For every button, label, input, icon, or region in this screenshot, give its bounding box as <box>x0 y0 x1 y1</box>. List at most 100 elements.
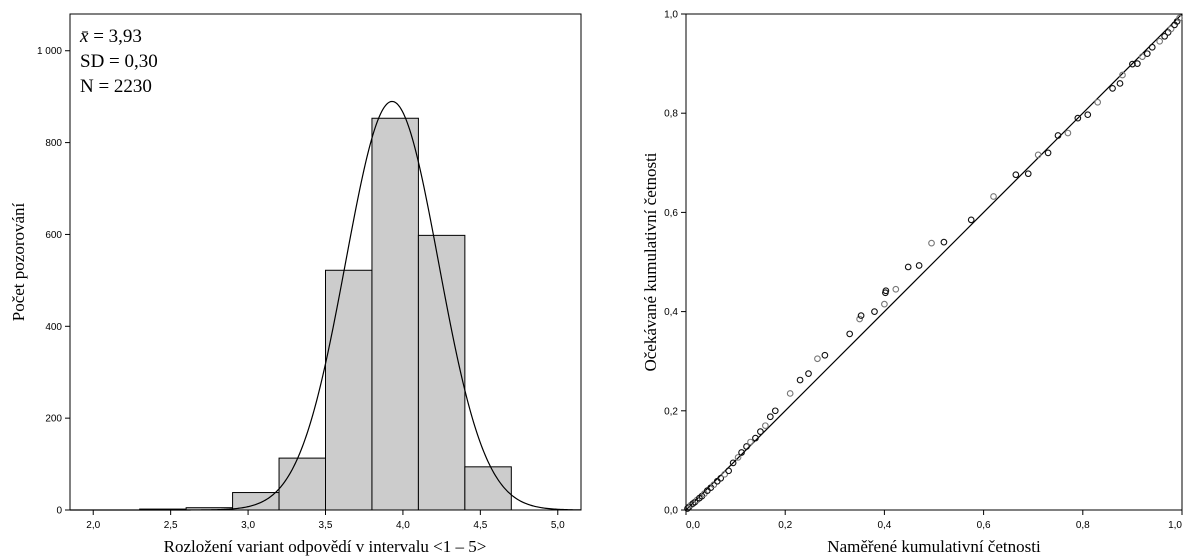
pp-point <box>928 239 935 247</box>
histogram-y-ticks: 0 200 400 600 800 1 000 <box>37 46 70 517</box>
pp-point <box>1109 85 1116 92</box>
pp-point <box>940 238 948 246</box>
pp-point <box>990 193 997 200</box>
histogram-x-tick-label: 5,0 <box>551 520 565 531</box>
histogram-x-tick-label: 3,0 <box>241 520 255 531</box>
pp-point <box>1143 50 1151 58</box>
histogram-x-tick-label: 4,5 <box>473 520 487 531</box>
pp-plot-frame <box>685 13 1183 511</box>
histogram-x-tick-label: 3,5 <box>319 520 333 531</box>
pp-point <box>881 300 888 308</box>
histogram-y-tick-label: 800 <box>45 138 62 149</box>
histogram-x-tick-label: 2,5 <box>164 520 178 531</box>
pp-x-tick-label: 0,4 <box>877 520 891 531</box>
pp-point <box>904 263 912 271</box>
pp-point <box>1064 129 1072 137</box>
pp-x-tick-label: 1,0 <box>1168 520 1182 531</box>
pp-point <box>684 505 691 512</box>
pp-point <box>729 459 737 467</box>
pp-y-axis-title: Očekávané kumulativní četnosti <box>641 152 660 371</box>
histogram-bars <box>139 117 512 511</box>
pp-point <box>1148 43 1156 51</box>
pp-point <box>717 474 725 482</box>
histogram-y-axis-title: Počet pozorování <box>9 202 28 321</box>
pp-point <box>734 454 742 461</box>
pp-reference-line <box>685 13 1183 511</box>
pp-point <box>1116 80 1124 87</box>
pp-point <box>757 428 764 435</box>
pp-point <box>1134 60 1141 67</box>
pp-plot-chart: 0,0 0,2 0,4 0,6 0,8 1,0 0,0 0,2 0,4 0,6 0,8 1,0 Na… <box>641 10 1183 556</box>
pp-point <box>821 351 829 359</box>
pp-point <box>1084 111 1092 119</box>
histogram-bar <box>464 466 512 511</box>
pp-point <box>1156 37 1164 45</box>
pp-x-tick-label: 0,0 <box>686 520 700 531</box>
pp-point <box>762 422 769 430</box>
histogram-x-tick-label: 4,0 <box>396 520 410 531</box>
histogram-y-tick-label: 400 <box>45 322 62 333</box>
pp-points <box>684 14 1183 512</box>
pp-x-tick-label: 0,2 <box>778 520 792 531</box>
pp-y-tick-label: 0,4 <box>664 307 678 318</box>
histogram-annotation-sd: SD = 0,30 <box>80 51 158 72</box>
pp-point <box>710 481 718 489</box>
pp-x-tick-label: 0,8 <box>1076 520 1090 531</box>
pp-point <box>882 287 890 295</box>
pp-point <box>1138 53 1146 61</box>
pp-point <box>725 467 733 475</box>
pp-point <box>915 262 923 269</box>
pp-y-tick-label: 0,0 <box>664 506 678 517</box>
pp-point <box>747 438 754 446</box>
pp-point <box>1054 132 1062 139</box>
pp-point <box>1176 14 1183 22</box>
histogram-bar <box>278 457 326 511</box>
pp-point <box>892 285 900 293</box>
pp-point <box>743 443 750 450</box>
pp-point <box>1034 151 1042 159</box>
pp-point <box>771 407 779 415</box>
pp-point <box>856 315 863 323</box>
pp-point <box>814 355 821 363</box>
histogram-annotation-n: N = 2230 <box>80 76 152 97</box>
pp-point <box>1012 171 1020 179</box>
pp-y-ticks: 0,0 0,2 0,4 0,6 0,8 1,0 <box>664 10 686 517</box>
histogram-y-tick-label: 600 <box>45 230 62 241</box>
histogram-y-tick-label: 1 000 <box>37 46 62 57</box>
mean-symbol: x̄ <box>80 26 89 47</box>
histogram-y-tick-label: 0 <box>56 506 62 517</box>
pp-y-tick-label: 0,6 <box>664 208 678 219</box>
histogram-y-tick-label: 200 <box>45 414 62 425</box>
pp-point <box>1167 25 1175 33</box>
histogram-chart: 2,0 2,5 3,0 3,5 4,0 4,5 5,0 0 200 400 600 800 1 000… <box>9 13 582 556</box>
histogram-bar <box>325 269 373 511</box>
histogram-x-tick-label: 2,0 <box>86 520 100 531</box>
pp-x-ticks: 0,0 0,2 0,4 0,6 0,8 1,0 <box>685 510 1183 531</box>
pp-point <box>685 503 693 511</box>
pp-point <box>1119 71 1126 79</box>
normal-curve <box>70 100 582 511</box>
pp-point <box>786 390 794 397</box>
pp-point <box>1044 149 1052 157</box>
pp-point <box>738 449 745 456</box>
pp-y-tick-label: 1,0 <box>664 10 678 21</box>
histogram-x-axis-title: Rozložení variant odpovědí v intervalu <… <box>164 537 487 556</box>
pp-x-axis-title: Naměřené kumulativní četnosti <box>827 537 1041 556</box>
pp-point <box>691 498 699 506</box>
pp-point <box>752 434 759 442</box>
pp-point <box>1074 114 1082 122</box>
pp-point <box>1024 170 1032 178</box>
pp-point <box>846 330 854 338</box>
pp-point <box>967 216 975 224</box>
histogram-annotation-mean: x̄ = 3,93 <box>80 26 142 48</box>
histogram-x-ticks: 2,0 2,5 3,0 3,5 4,0 4,5 5,0 <box>86 510 565 531</box>
pp-y-tick-label: 0,8 <box>664 109 678 120</box>
pp-point <box>1161 32 1168 40</box>
histogram-bar <box>371 117 419 511</box>
pp-point <box>1129 60 1136 68</box>
pp-point <box>796 376 804 384</box>
pp-point <box>805 370 812 377</box>
mean-text: = 3,93 <box>88 26 142 47</box>
pp-point <box>721 470 729 478</box>
